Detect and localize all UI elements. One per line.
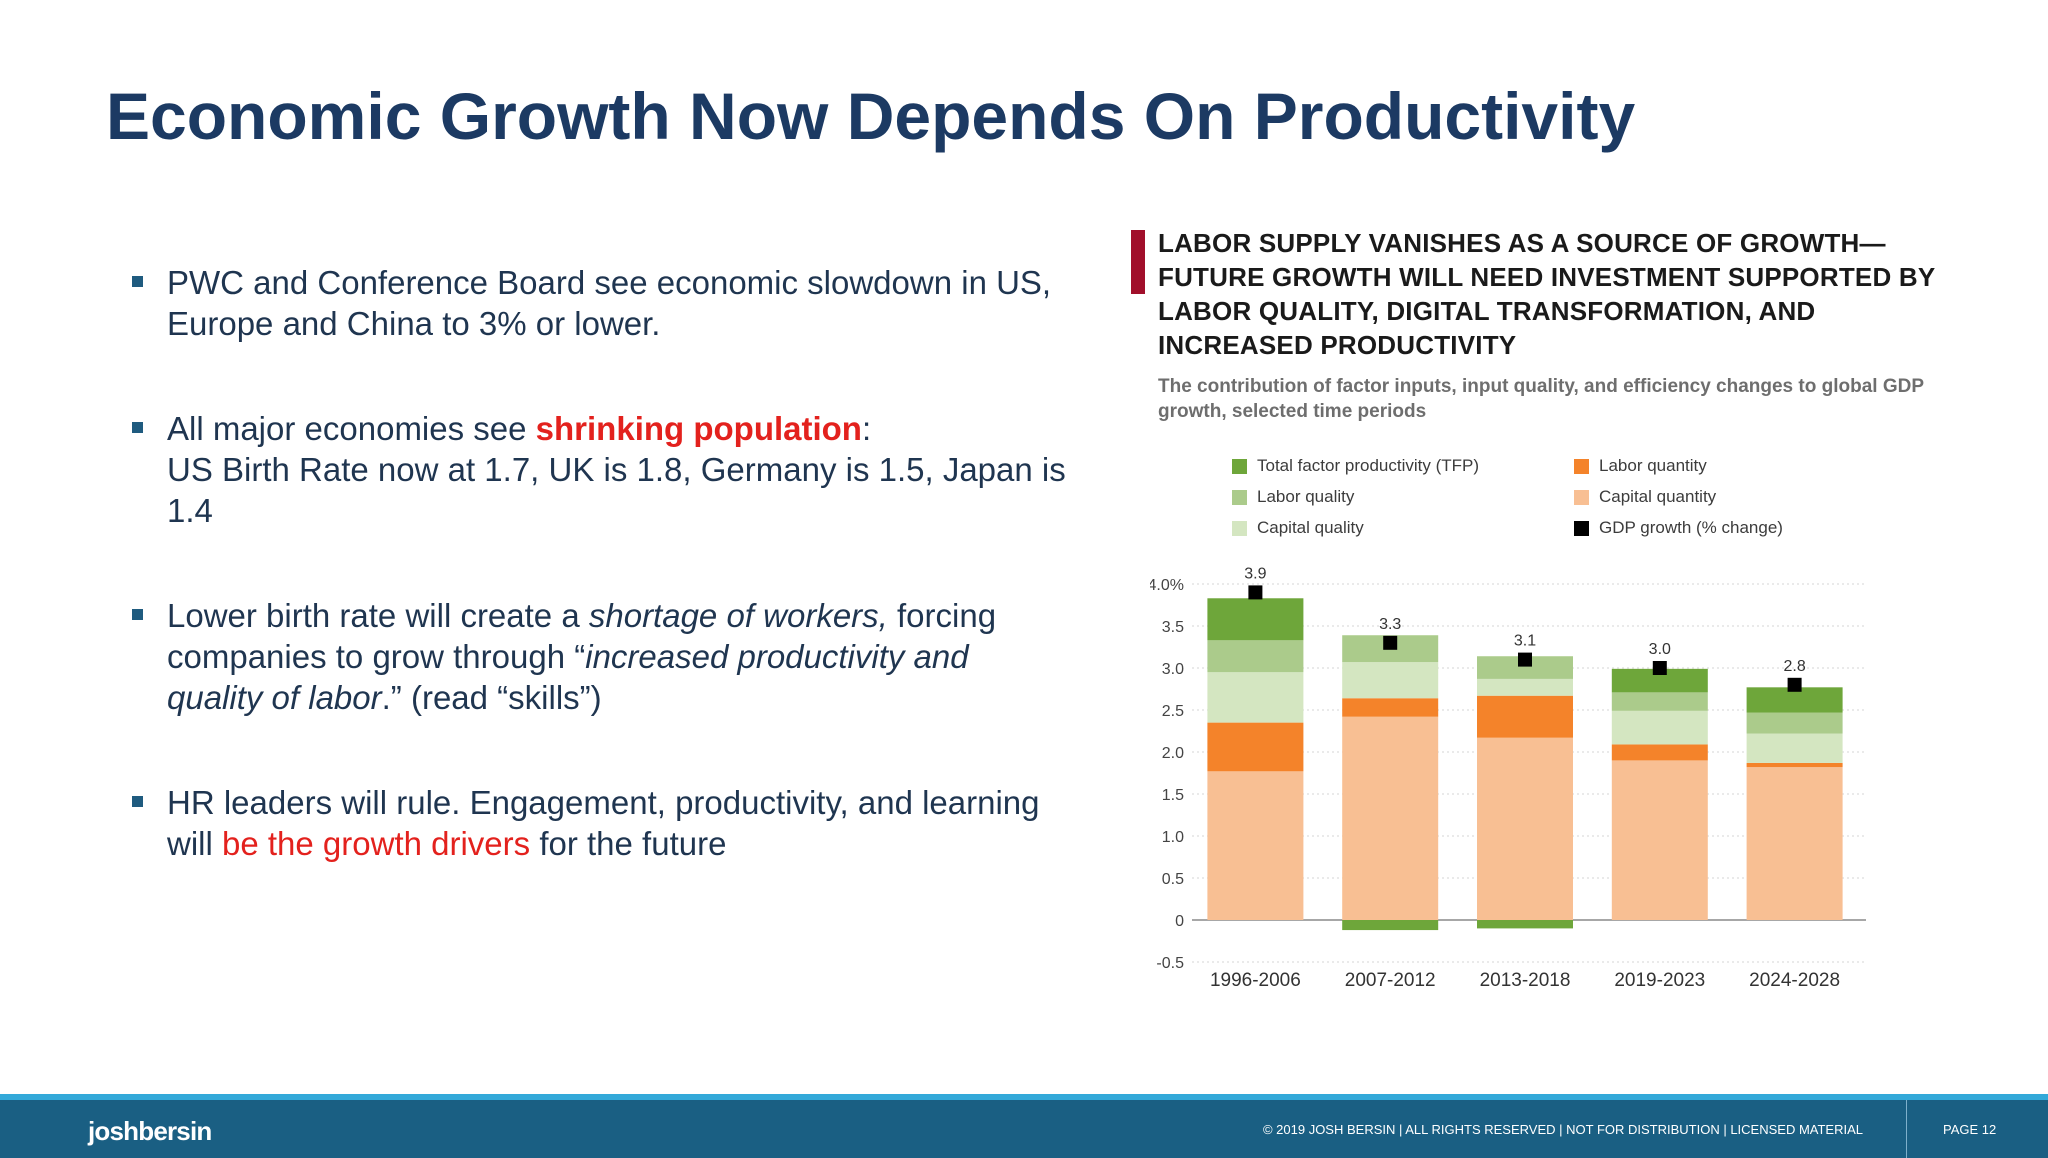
bullet-item: Lower birth rate will create a shortage … [130, 595, 1070, 718]
bar-segment [1611, 692, 1708, 711]
legend-item: Total factor productivity (TFP) [1232, 454, 1479, 478]
legend-swatch [1574, 458, 1589, 474]
slide-title: Economic Growth Now Depends On Productiv… [106, 79, 1636, 153]
legend-swatch [1574, 489, 1589, 505]
legend-label: Labor quantity [1599, 456, 1707, 475]
chart-title: LABOR SUPPLY VANISHES AS A SOURCE OF GRO… [1158, 228, 1935, 360]
bar-segment [1342, 662, 1439, 699]
legend-label: Capital quantity [1599, 487, 1717, 506]
bar-segment [1611, 668, 1708, 693]
bar-segment [1207, 640, 1304, 673]
legend-item: Labor quantity [1574, 454, 1707, 478]
bullet-text: Lower birth rate will create a [167, 597, 589, 634]
bar-segment [1611, 760, 1708, 920]
bullet-text: HR leaders will rule. Engagement, produc… [167, 784, 1040, 862]
x-tick-label: 2013-2018 [1480, 970, 1571, 991]
footer-logo: joshbersin [88, 1116, 212, 1146]
bullet-item: PWC and Conference Board see economic sl… [130, 262, 1070, 344]
y-tick-label: 2.0 [1162, 745, 1184, 762]
bullet-text: : [861, 410, 872, 447]
stacked-bar-chart: -0.5 0 0.5 1.0 1.5 2.0 2.5 3.0 3.5 4.0% 3.9 1996-20… [1150, 565, 1866, 991]
bullet-text: US Birth Rate now at 1.7, UK is 1.8, Ger… [167, 451, 1066, 529]
footer-divider [1906, 1100, 1907, 1158]
bar-segment [1746, 767, 1843, 920]
bar-segment [1207, 598, 1304, 641]
bullet-list: PWC and Conference Board see economic sl… [130, 262, 1070, 928]
y-tick-label: 0.5 [1162, 871, 1184, 888]
footer-copyright: © 2019 JOSH BERSIN | ALL RIGHTS RESERVED… [1262, 1122, 1863, 1137]
y-tick-label: 1.5 [1162, 787, 1184, 804]
y-tick-label: 4.0% [1150, 577, 1184, 594]
chart-accent-bar [1131, 230, 1145, 294]
legend-item: Capital quantity [1574, 485, 1716, 509]
x-tick-label: 2019-2023 [1614, 970, 1705, 991]
highlight-text: shrinking population [535, 410, 862, 447]
gdp-value-label: 2.8 [1783, 658, 1805, 675]
bullet-text: for the future [530, 825, 727, 862]
legend-swatch [1574, 520, 1589, 536]
y-tick-label: 3.5 [1162, 619, 1184, 636]
legend-swatch [1232, 458, 1247, 474]
chart-legend: Total factor productivity (TFP) Labor qua… [1232, 454, 1832, 544]
bar-segment [1477, 695, 1573, 738]
gdp-marker [1518, 652, 1532, 667]
bar-segment [1746, 712, 1843, 734]
gdp-value-label: 3.1 [1514, 633, 1536, 650]
legend-label: Total factor productivity (TFP) [1257, 456, 1480, 475]
emphasis-text: increased productivity and quality of la… [167, 638, 969, 716]
legend-label: GDP growth (% change) [1599, 518, 1783, 537]
legend-swatch [1232, 520, 1247, 536]
x-tick-label: 1996-2006 [1210, 970, 1301, 991]
footer: joshbersin © 2019 JOSH BERSIN | ALL RIGH… [0, 1094, 2048, 1158]
bullet-text: forcing companies to grow through “ [167, 597, 997, 675]
gdp-marker [1383, 635, 1398, 650]
gdp-marker [1248, 585, 1263, 600]
bar-segment [1342, 698, 1439, 717]
bullet-text: All major economies see [167, 410, 536, 447]
bullet-text: .” (read “skills”) [381, 679, 602, 716]
bar-segment [1477, 737, 1573, 920]
page-number: PAGE 12 [1943, 1122, 1997, 1137]
bullet-item: HR leaders will rule. Engagement, produc… [130, 782, 1070, 864]
emphasis-text: shortage of workers, [588, 597, 888, 634]
bar-segment [1746, 733, 1843, 763]
legend-label: Capital quality [1257, 518, 1364, 537]
bar-segment [1207, 722, 1304, 772]
gdp-marker [1787, 677, 1802, 692]
gdp-marker [1652, 661, 1667, 675]
legend-item: GDP growth (% change) [1574, 516, 1783, 540]
chart-subtitle: The contribution of factor inputs, input… [1158, 376, 1924, 422]
legend-label: Labor quality [1257, 487, 1355, 506]
bar-segment [1207, 771, 1304, 920]
bullet-item: All major economies see shrinking popula… [130, 408, 1070, 531]
y-tick-label: 1.0 [1162, 829, 1184, 846]
y-tick-label: 0 [1175, 913, 1184, 930]
bar-segment [1611, 744, 1708, 761]
bar-segment [1477, 920, 1573, 929]
bar-segment [1342, 920, 1439, 931]
y-tick-label: -0.5 [1156, 955, 1184, 972]
highlight-text: be the growth drivers [222, 825, 531, 862]
bar-segment [1342, 716, 1439, 920]
gdp-value-label: 3.9 [1244, 565, 1266, 582]
legend-swatch [1232, 489, 1247, 505]
y-tick-label: 2.5 [1162, 703, 1184, 720]
legend-item: Labor quality [1232, 485, 1354, 509]
bar-segment [1207, 672, 1304, 723]
bar-segment [1746, 762, 1843, 768]
x-tick-label: 2007-2012 [1345, 970, 1436, 991]
gdp-value-label: 3.0 [1649, 641, 1671, 658]
x-tick-label: 2024-2028 [1749, 970, 1840, 991]
gdp-value-label: 3.3 [1379, 616, 1401, 633]
y-tick-label: 3.0 [1162, 661, 1184, 678]
bar-segment [1611, 710, 1708, 745]
bar-segment [1477, 678, 1573, 696]
bar-segment [1477, 656, 1573, 679]
legend-item: Capital quality [1232, 516, 1364, 540]
bullet-text: PWC and Conference Board see economic sl… [167, 264, 1052, 342]
